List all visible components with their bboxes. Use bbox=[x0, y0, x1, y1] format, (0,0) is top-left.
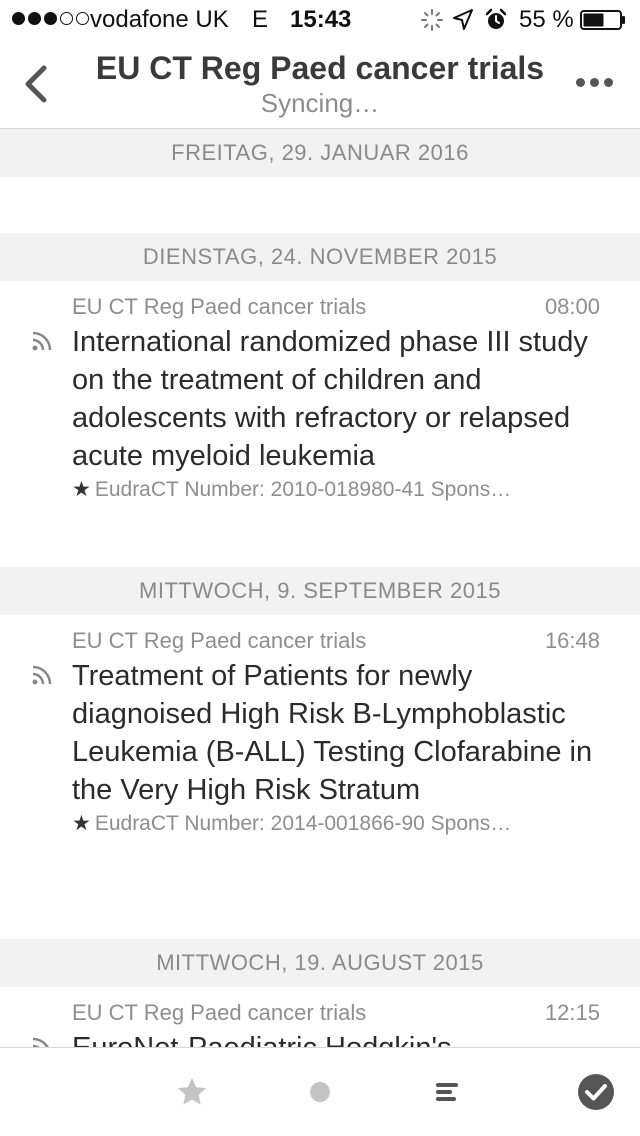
signal-strength-icon bbox=[12, 12, 89, 25]
mark-all-read-button[interactable] bbox=[574, 1070, 618, 1114]
article-time: 16:48 bbox=[544, 628, 600, 653]
article-item[interactable]: EU CT Reg Paed cancer trials 16:48 Treat… bbox=[0, 615, 640, 939]
bottom-toolbar bbox=[0, 1047, 640, 1136]
article-list[interactable]: FREITAG, 29. JANUAR 2016 DIENSTAG, 24. N… bbox=[0, 129, 640, 1049]
article-snippet: ★ EudraCT Number: 2010-018980-41 Spons… bbox=[72, 478, 512, 501]
article-title: Treatment of Patients for newly diagnois… bbox=[72, 660, 593, 806]
list-icon bbox=[436, 1083, 458, 1101]
star-icon: ★ bbox=[72, 478, 91, 501]
battery-icon bbox=[580, 10, 625, 30]
activity-spinner-icon bbox=[421, 9, 443, 31]
article-title: International randomized phase III study… bbox=[72, 326, 588, 472]
article-item[interactable]: EU CT Reg Paed cancer trials 12:15 EuroN… bbox=[0, 987, 640, 1049]
article-time: 08:00 bbox=[544, 294, 600, 319]
network-type: E bbox=[252, 6, 269, 33]
star-icon bbox=[177, 1077, 207, 1105]
navigation-bar: EU CT Reg Paed cancer trials Syncing… bbox=[0, 40, 640, 129]
back-button[interactable] bbox=[18, 62, 54, 106]
rss-icon bbox=[32, 665, 52, 685]
article-source: EU CT Reg Paed cancer trials bbox=[72, 628, 367, 653]
carrier-name: vodafone UK bbox=[90, 6, 229, 33]
rss-icon bbox=[32, 331, 52, 351]
location-arrow-icon bbox=[453, 9, 473, 30]
alarm-clock-icon bbox=[485, 8, 507, 29]
more-options-button[interactable] bbox=[576, 78, 616, 92]
section-date-header: FREITAG, 29. JANUAR 2016 bbox=[0, 129, 640, 177]
circle-icon bbox=[310, 1082, 330, 1102]
checkmark-icon bbox=[578, 1074, 614, 1110]
section-date-header: DIENSTAG, 24. NOVEMBER 2015 bbox=[0, 233, 640, 281]
unread-filter-button[interactable] bbox=[298, 1070, 342, 1114]
battery-percent: 55 % bbox=[519, 6, 574, 33]
all-items-filter-button[interactable] bbox=[426, 1070, 470, 1114]
star-icon: ★ bbox=[72, 812, 91, 835]
article-snippet: ★ EudraCT Number: 2014-001866-90 Spons… bbox=[72, 812, 512, 835]
article-time: 12:15 bbox=[544, 1000, 600, 1025]
section-date-header: MITTWOCH, 19. AUGUST 2015 bbox=[0, 939, 640, 987]
article-source: EU CT Reg Paed cancer trials bbox=[72, 1000, 367, 1025]
sync-status: Syncing… bbox=[260, 88, 380, 118]
article-item[interactable]: EU CT Reg Paed cancer trials 08:00 Inter… bbox=[0, 281, 640, 567]
status-time: 15:43 bbox=[290, 6, 352, 33]
page-title: EU CT Reg Paed cancer trials bbox=[95, 50, 545, 86]
status-bar: vodafone UK E 15:43 55 % bbox=[0, 0, 640, 40]
starred-filter-button[interactable] bbox=[170, 1070, 214, 1114]
section-date-header: MITTWOCH, 9. SEPTEMBER 2015 bbox=[0, 567, 640, 615]
article-source: EU CT Reg Paed cancer trials bbox=[72, 294, 367, 319]
ellipsis-icon bbox=[576, 78, 585, 87]
article-title: EuroNet-Paediatric Hodgkin's bbox=[72, 1032, 452, 1049]
chevron-left-icon bbox=[25, 65, 47, 103]
